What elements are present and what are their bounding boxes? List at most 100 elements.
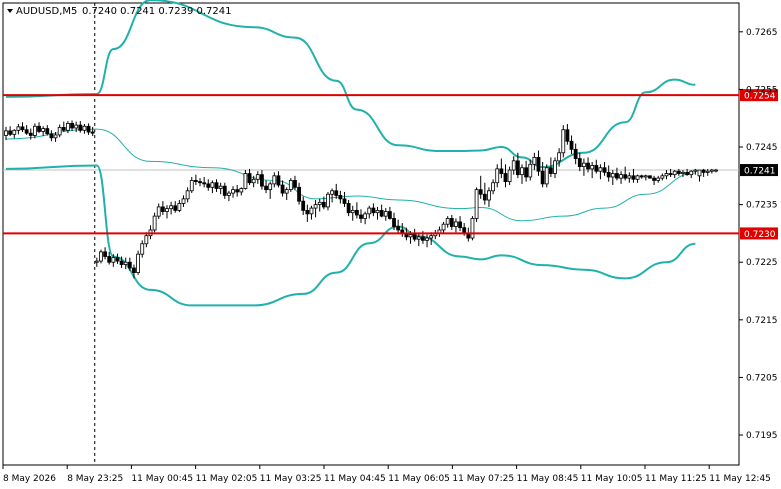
candle-body-bull [544, 167, 549, 185]
candle-body-bull [383, 211, 388, 217]
candle [594, 159, 599, 174]
candle-body-bull [598, 167, 603, 172]
candle [482, 182, 487, 205]
candle-body-bear [478, 189, 483, 195]
candle-body-bear [594, 165, 599, 172]
candle-body-bull [181, 198, 186, 204]
candle [16, 123, 21, 135]
candle [602, 161, 607, 176]
candle [586, 157, 590, 173]
candle [127, 257, 132, 271]
candle [544, 164, 549, 188]
bollinger-upper-band [5, 0, 696, 169]
candle [515, 152, 520, 179]
candle [202, 176, 207, 188]
candle [49, 130, 54, 142]
candle [90, 126, 95, 137]
candle-body-bull [532, 156, 537, 165]
candle [28, 128, 33, 140]
candle-body-bear [198, 181, 202, 184]
candle-body-bull [416, 236, 421, 240]
candle [573, 143, 578, 165]
candle-body-bull [528, 163, 533, 178]
candle [305, 204, 310, 222]
candle [643, 174, 648, 181]
candle [251, 175, 256, 188]
candle [627, 172, 632, 183]
candle [359, 209, 363, 224]
candle [689, 170, 694, 179]
x-tick-label: 8 May 23:25 [67, 474, 123, 484]
candle-body-bull [425, 237, 429, 241]
candle-body-bear [536, 156, 541, 172]
candle [94, 257, 99, 267]
x-tick-label: 11 May 12:45 [709, 474, 771, 484]
candle [610, 170, 615, 186]
candle-body-bear [586, 162, 590, 170]
candle [507, 166, 512, 186]
candle [685, 168, 690, 176]
candle [582, 158, 586, 176]
candle [107, 251, 112, 265]
candle-body-bull [227, 192, 231, 196]
candle-body-bull [57, 127, 62, 136]
candle-body-bear [392, 218, 396, 227]
candle [635, 174, 640, 183]
candle [193, 174, 198, 186]
candle-body-bull [363, 213, 368, 219]
candle [375, 206, 380, 220]
x-tick-label: 11 May 11:25 [645, 474, 707, 484]
price-levels: 0.7254 0.7230 0.7241 [3, 89, 778, 240]
candle-body-bull [156, 206, 161, 217]
candle-body-bear [297, 186, 301, 202]
candle [474, 187, 479, 222]
candle [676, 168, 681, 176]
candle-body-bull [189, 180, 194, 192]
candle [668, 168, 673, 177]
candle [119, 256, 124, 268]
candle [528, 159, 533, 181]
candle-body-bull [309, 207, 314, 215]
candle-body-bear [540, 170, 545, 185]
candle-body-bear [276, 175, 281, 186]
candle [681, 170, 685, 177]
candle-body-bull [375, 209, 380, 214]
current-price-label-bg [740, 164, 778, 177]
candle [371, 203, 376, 217]
y-tick-label: 0.7235 [746, 201, 778, 211]
candle-body-bull [408, 234, 413, 238]
candle-body-bull [643, 175, 648, 178]
candle-body-bull [709, 169, 714, 172]
candle [652, 175, 656, 186]
candle [445, 216, 450, 228]
candle [317, 198, 322, 212]
candle [416, 233, 421, 247]
candle [260, 170, 264, 190]
candle [4, 126, 8, 141]
candle [619, 171, 623, 184]
candle [66, 121, 70, 134]
candle [672, 170, 677, 179]
candle-body-bull [697, 169, 702, 177]
x-tick-label: 11 May 08:45 [517, 474, 579, 484]
candle [697, 169, 702, 182]
candle [412, 228, 417, 242]
candle-body-bull [635, 175, 640, 180]
symbol-label: AUDUSD,M5 [16, 6, 77, 17]
candle-body-bull [317, 201, 322, 206]
candle [330, 188, 335, 203]
candle-body-bull [520, 167, 524, 176]
candle-body-bull [470, 218, 475, 239]
candle-body-bear [115, 257, 120, 262]
candle-body-bull [656, 177, 661, 181]
candle [557, 148, 562, 167]
candle-body-bull [239, 188, 244, 193]
x-tick-label: 11 May 00:45 [131, 474, 193, 484]
candle [701, 168, 706, 177]
candle-body-bear [338, 195, 343, 200]
dropdown-triangle-icon[interactable] [7, 9, 13, 13]
candle-body-bear [260, 174, 264, 187]
level-label-bg [740, 89, 778, 102]
candle-body-bull [330, 190, 335, 195]
